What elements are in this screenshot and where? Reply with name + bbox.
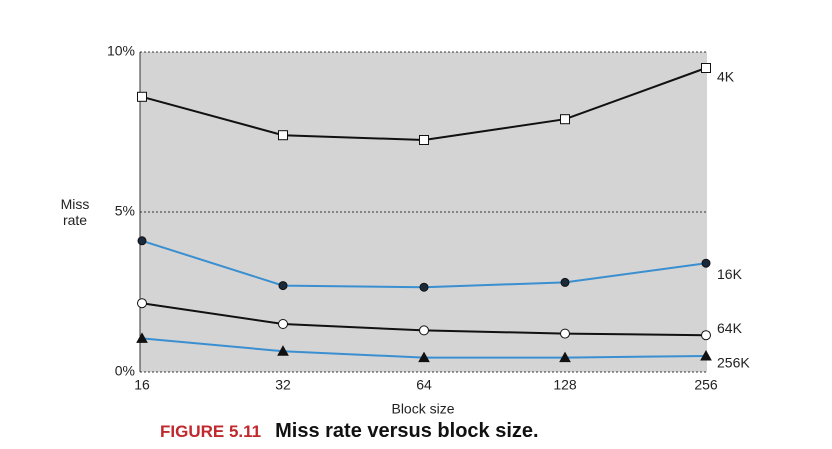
series-label: 4K: [717, 69, 735, 85]
series-label: 64K: [717, 320, 743, 336]
y-tick-label: 5%: [115, 203, 135, 219]
marker: [137, 91, 147, 102]
series-label: 16K: [717, 266, 743, 282]
marker: [419, 325, 429, 336]
x-tick-label: 32: [275, 377, 291, 393]
marker: [137, 236, 147, 246]
marker: [701, 330, 711, 341]
x-tick-label: 16: [134, 377, 150, 393]
marker: [418, 351, 430, 363]
x-tick-label: 128: [553, 377, 577, 393]
y-tick-label: 0%: [115, 363, 135, 379]
y-tick-label: 10%: [107, 43, 135, 59]
series-label: 256K: [717, 355, 750, 371]
caption: FIGURE 5.11 Miss rate versus block size.: [160, 420, 539, 443]
marker: [701, 63, 711, 73]
marker: [419, 282, 429, 292]
x-tick-label: 64: [416, 377, 432, 393]
x-axis-title: Block size: [391, 401, 454, 417]
marker: [700, 349, 712, 361]
marker: [277, 345, 289, 356]
marker: [278, 130, 288, 141]
marker: [560, 277, 570, 287]
x-tick-label: 256: [694, 377, 718, 393]
marker: [701, 258, 711, 268]
marker: [560, 114, 570, 125]
figure-label: FIGURE 5.11: [160, 422, 262, 441]
marker: [560, 328, 570, 339]
marker: [559, 351, 571, 363]
y-axis-title: Miss rate: [60, 196, 90, 228]
marker: [136, 332, 148, 343]
marker: [137, 298, 147, 309]
marker: [278, 319, 288, 329]
marker: [419, 135, 429, 145]
chart-title: Miss rate versus block size.: [275, 420, 539, 442]
marker: [278, 281, 288, 291]
